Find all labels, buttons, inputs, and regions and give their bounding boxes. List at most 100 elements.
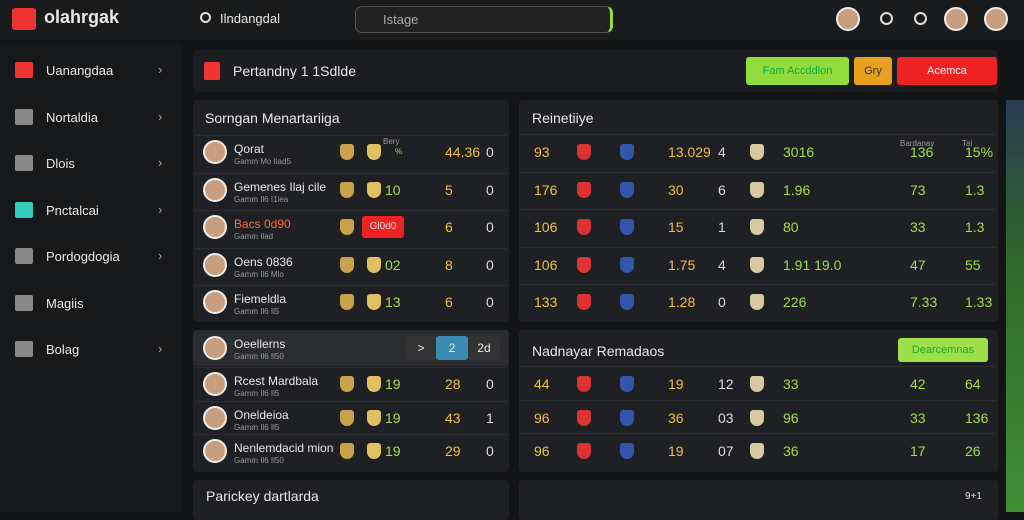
chevron: › xyxy=(158,201,163,217)
player-name: Qorat xyxy=(234,142,265,156)
avatar xyxy=(203,177,227,202)
team-icon xyxy=(367,376,381,392)
sm: Tai xyxy=(962,139,973,148)
row-divider xyxy=(195,367,507,368)
sidebar-item[interactable]: Nortaldia xyxy=(46,109,99,125)
cell: 1.91 19.0 xyxy=(783,256,842,273)
row-divider xyxy=(520,246,997,248)
cell: 1 xyxy=(718,219,726,235)
cell: 93 xyxy=(534,144,550,160)
action-button[interactable]: Dearcemnas xyxy=(898,338,988,362)
chevron: › xyxy=(158,248,163,263)
sidebar-item[interactable]: Bolag xyxy=(46,342,80,357)
cell: 1.96 xyxy=(783,181,811,198)
row-divider xyxy=(195,400,507,402)
player-name: Bacs 0d90 xyxy=(234,217,291,231)
cell: 19 xyxy=(385,409,401,426)
cell: 19 xyxy=(385,443,401,459)
row-divider xyxy=(195,172,507,174)
icon-button[interactable] xyxy=(880,12,893,25)
toolbar-button[interactable]: Acemca xyxy=(897,57,997,85)
row-divider xyxy=(520,209,997,210)
toolbar-button[interactable]: Gry xyxy=(854,57,892,85)
search-box[interactable] xyxy=(355,6,613,33)
cell: 1 xyxy=(486,409,494,426)
row-divider xyxy=(195,135,507,136)
cell: 42 xyxy=(910,376,926,392)
pager-button[interactable]: 2d xyxy=(468,336,500,360)
avatar[interactable] xyxy=(836,7,860,31)
panel-title: Parickey dartlarda xyxy=(206,488,319,504)
player-name: Fiemeldla xyxy=(234,292,287,306)
team-icon xyxy=(577,144,591,160)
cell: 1.28 xyxy=(668,294,696,310)
cell: 26 xyxy=(965,443,981,459)
cell: 17 xyxy=(910,443,926,459)
sidebar-icon xyxy=(15,341,33,357)
team-icon xyxy=(367,181,381,198)
cell: 0 xyxy=(486,294,494,310)
row-divider xyxy=(520,171,997,173)
cell: 7.33 xyxy=(910,294,938,310)
cell: 47 xyxy=(910,256,926,273)
sidebar-item[interactable]: Dlois xyxy=(46,156,75,171)
sidebar-item[interactable]: Pordogdogia xyxy=(46,249,120,264)
player-sub: Gamm Il6 Il5 xyxy=(234,422,280,432)
team-icon xyxy=(340,144,354,160)
panel-title: Reinetiiye xyxy=(532,110,594,126)
team-icon xyxy=(750,294,764,310)
player-name: Oneldeioa xyxy=(234,407,289,422)
cell: 33 xyxy=(910,219,926,235)
team-icon xyxy=(620,219,634,235)
team-icon xyxy=(340,181,354,198)
player-sub: Gamm Ilad xyxy=(234,232,274,241)
chevron: › xyxy=(158,62,163,77)
team-icon xyxy=(577,219,591,235)
sidebar-item[interactable]: Magiis xyxy=(46,295,84,311)
cell: 0 xyxy=(486,256,494,273)
sidebar-icon xyxy=(15,248,33,264)
cell: 1.75 xyxy=(668,256,696,273)
cell: 106 xyxy=(534,219,558,235)
avatar[interactable] xyxy=(984,7,1008,31)
team-icon xyxy=(620,181,634,198)
team-icon xyxy=(750,376,764,392)
chevron: › xyxy=(158,341,163,356)
panel xyxy=(519,480,998,520)
cell: 12 xyxy=(718,376,734,392)
team-icon xyxy=(620,144,634,160)
cell: 1.33 xyxy=(965,294,993,310)
avatar xyxy=(203,405,227,430)
sm: % xyxy=(395,147,403,156)
team-icon xyxy=(577,181,591,198)
row-divider xyxy=(520,366,997,367)
sm: Bery xyxy=(383,137,400,146)
panel-title: Sorngan Menartariiga xyxy=(205,110,340,126)
cell: 133 xyxy=(534,294,558,310)
toolbar-button[interactable]: Fam Accddlon xyxy=(746,57,849,85)
panel xyxy=(519,100,998,322)
icon-button[interactable] xyxy=(914,12,927,25)
pager-button[interactable]: 2 xyxy=(436,336,468,360)
cell: 5 xyxy=(445,181,453,198)
avatar[interactable] xyxy=(944,7,968,31)
team-icon xyxy=(367,144,381,160)
cell: 33 xyxy=(783,376,799,392)
toolbar-icon xyxy=(204,62,220,80)
cell: 6 xyxy=(445,294,453,310)
cell: 28 xyxy=(445,376,461,392)
cell: 64 xyxy=(965,376,981,392)
team-icon xyxy=(340,443,354,459)
cell: 19 xyxy=(668,376,684,392)
row-divider xyxy=(195,210,507,211)
cell: 55 xyxy=(965,256,981,273)
sidebar-item[interactable]: Pnctalcai xyxy=(46,202,99,218)
cell: 0 xyxy=(718,294,726,310)
cell: 1.3 xyxy=(965,219,985,235)
sidebar-item[interactable]: Uanangdaa xyxy=(46,63,114,78)
search-text: Istage xyxy=(383,12,419,27)
team-icon xyxy=(577,376,591,392)
pager-button[interactable]: > xyxy=(405,336,437,360)
team-icon xyxy=(750,443,764,459)
team-icon xyxy=(620,376,634,392)
